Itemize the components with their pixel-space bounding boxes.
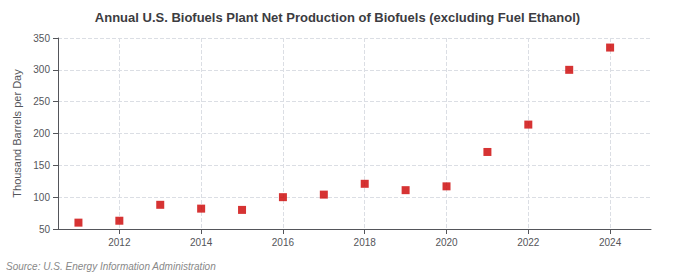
- svg-text:2022: 2022: [517, 237, 540, 248]
- svg-text:150: 150: [33, 160, 50, 171]
- svg-text:2018: 2018: [354, 237, 377, 248]
- svg-text:2024: 2024: [599, 237, 622, 248]
- svg-text:2020: 2020: [435, 237, 458, 248]
- svg-text:300: 300: [33, 64, 50, 75]
- svg-text:2014: 2014: [190, 237, 213, 248]
- svg-text:2016: 2016: [272, 237, 295, 248]
- svg-text:200: 200: [33, 128, 50, 139]
- svg-text:50: 50: [39, 224, 51, 235]
- svg-text:100: 100: [33, 192, 50, 203]
- svg-text:Source: U.S. Energy Informatio: Source: U.S. Energy Information Administ…: [6, 261, 216, 272]
- svg-text:Thousand Barrels per Day: Thousand Barrels per Day: [11, 69, 23, 198]
- svg-text:350: 350: [33, 33, 50, 44]
- svg-text:250: 250: [33, 96, 50, 107]
- svg-text:2012: 2012: [108, 237, 131, 248]
- svg-text:Annual U.S. Biofuels Plant Net: Annual U.S. Biofuels Plant Net Productio…: [95, 10, 580, 25]
